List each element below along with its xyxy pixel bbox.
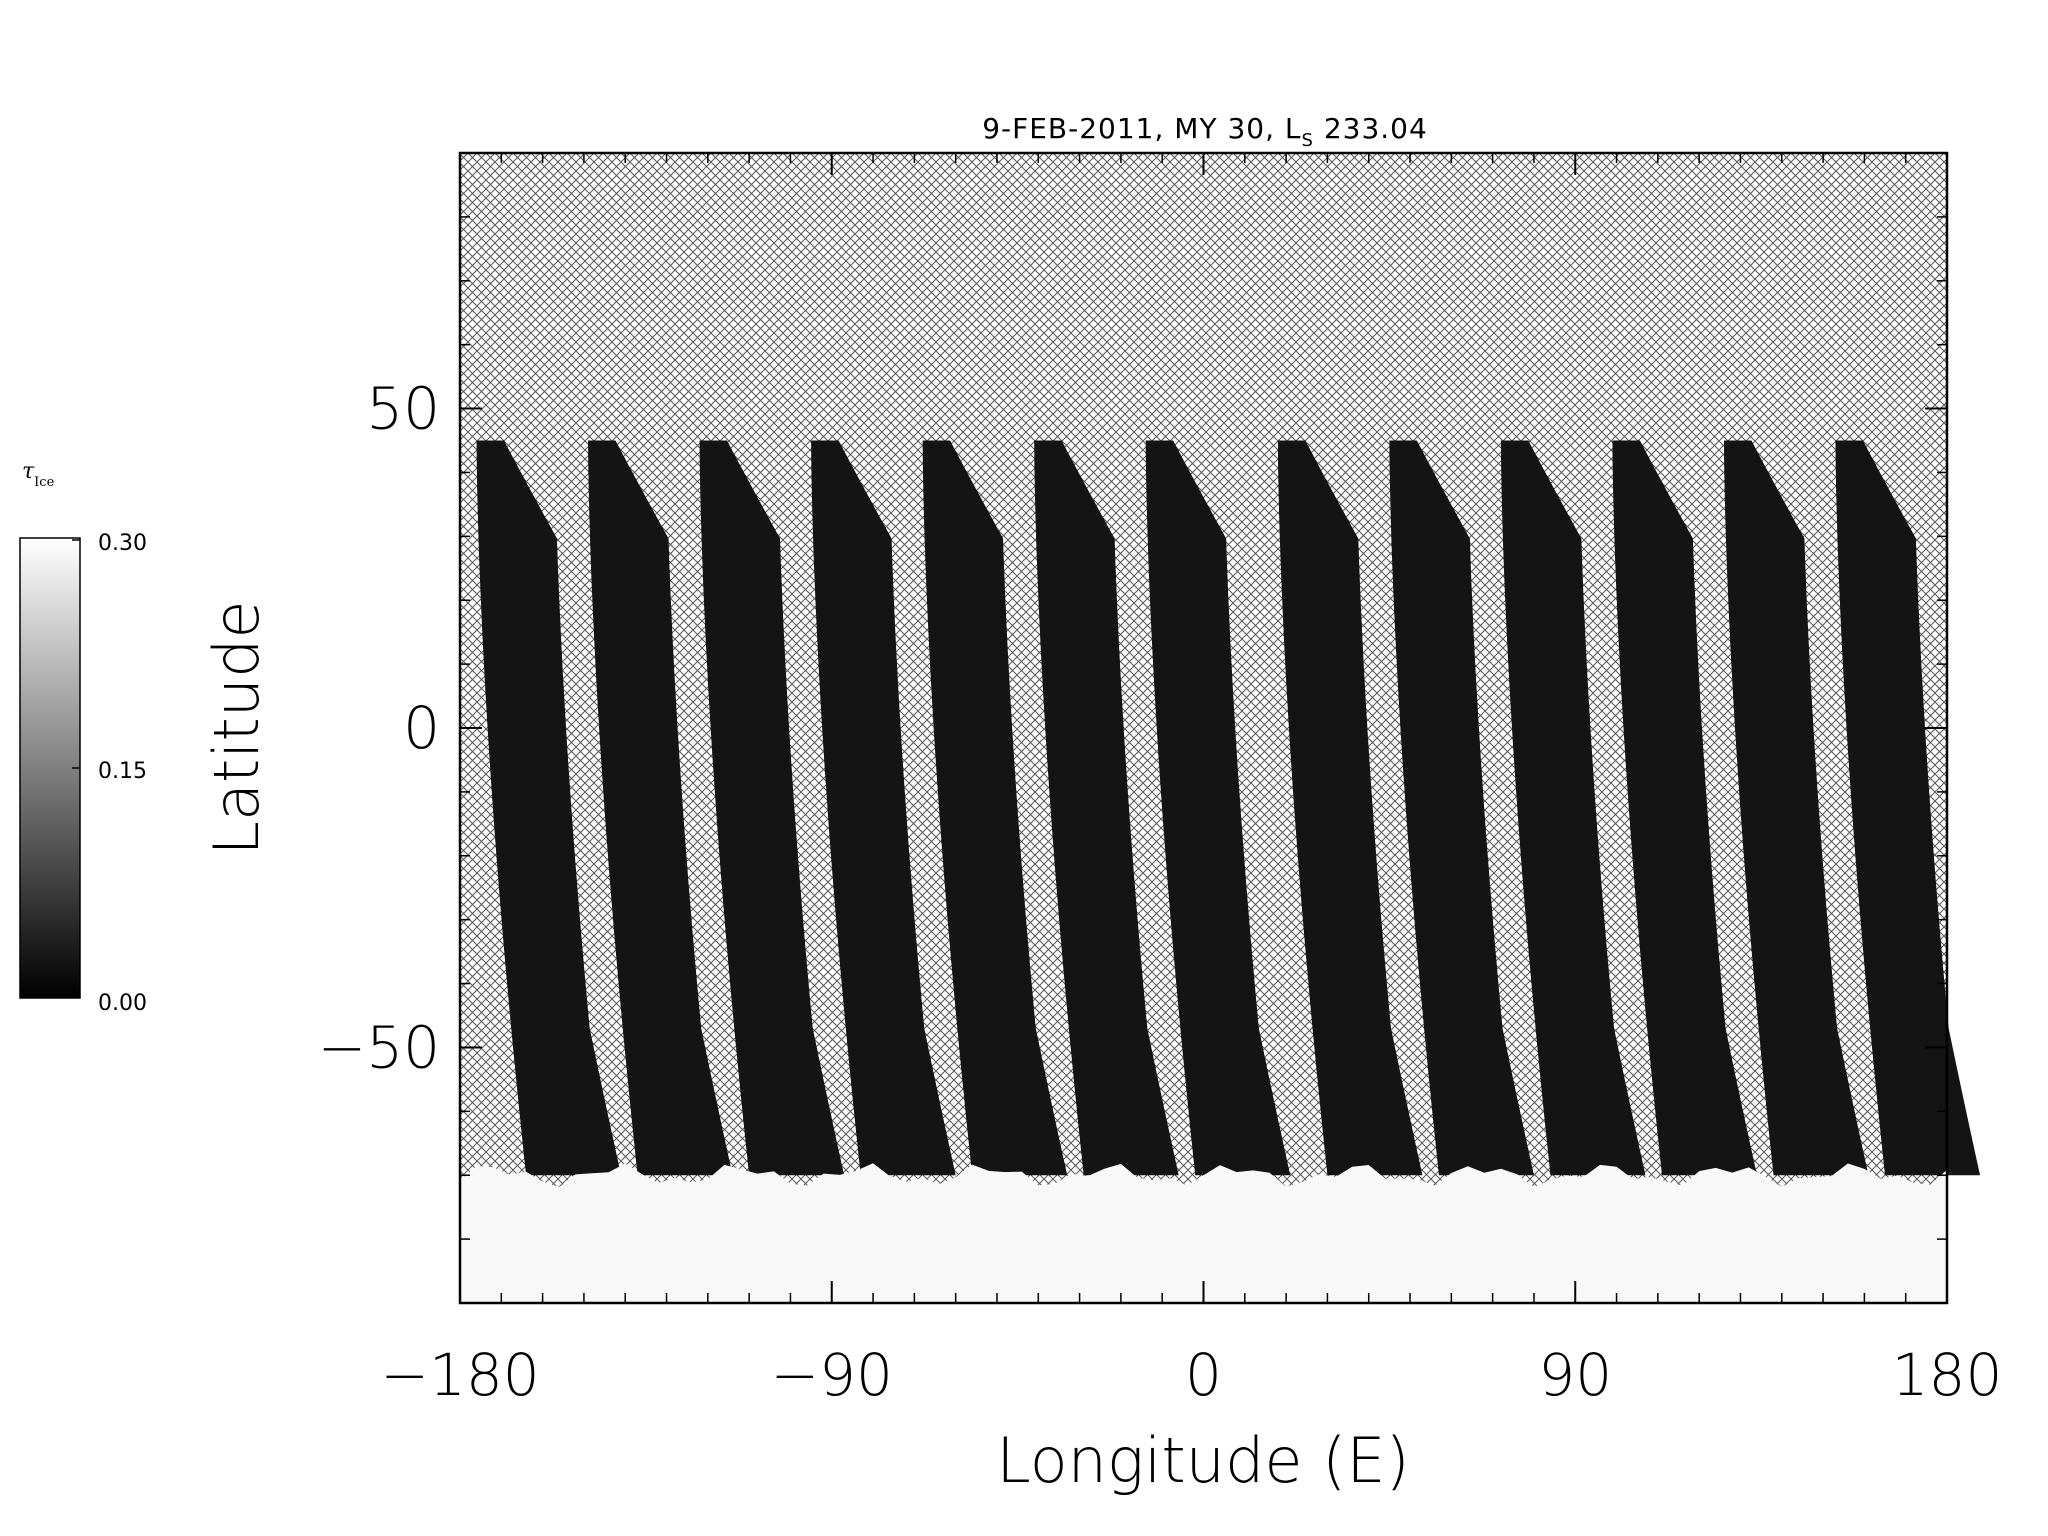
colorbar-label-min: 0.00: [98, 991, 147, 1016]
x-axis-title: Longitude (E): [996, 1424, 1409, 1497]
colorbar-title-symbol: τ: [22, 459, 35, 484]
swath-13: [1835, 440, 1981, 1176]
polar-cap-group: [460, 1163, 1947, 1303]
chart-title-suffix: 233.04: [1313, 112, 1428, 145]
x-tick-label: −90: [771, 1341, 893, 1409]
swath-12: [1723, 440, 1869, 1176]
chart-title-main: 9-FEB-2011, MY 30, L: [982, 112, 1302, 145]
x-tick-label: −180: [380, 1341, 539, 1409]
chart-title-subscript: S: [1301, 130, 1314, 151]
swath-11: [1612, 440, 1757, 1176]
swath-7: [1145, 440, 1291, 1176]
colorbar: [19, 537, 81, 999]
swath-6: [1034, 440, 1179, 1176]
colorbar-title: τIce: [22, 459, 55, 490]
y-tick-label: −50: [318, 1013, 440, 1081]
colorbar-title-subscript: Ice: [34, 475, 54, 490]
colorbar-label-mid: 0.15: [98, 759, 147, 784]
x-tick-group: −180 −90 0 90 180: [380, 153, 2002, 1409]
swath-4: [811, 440, 956, 1176]
swath-2: [588, 440, 733, 1176]
swath-8: [1277, 440, 1423, 1176]
y-axis-title: Latitude: [200, 600, 273, 855]
swath-3: [699, 440, 845, 1176]
x-tick-label: 180: [1892, 1341, 2003, 1409]
x-tick-label: 90: [1538, 1341, 1612, 1409]
chart-title: 9-FEB-2011, MY 30, LS 233.04: [460, 112, 1950, 151]
x-tick-label: 0: [1185, 1341, 1222, 1409]
y-tick-label: 50: [366, 375, 440, 443]
polar-cap: [460, 1163, 1947, 1303]
swath-1: [476, 440, 622, 1176]
colorbar-label-max: 0.30: [98, 531, 147, 556]
swath-5: [922, 440, 1068, 1176]
swath-group: [476, 440, 1981, 1176]
swath-10: [1500, 440, 1646, 1176]
y-tick-label: 0: [403, 694, 440, 762]
swath-9: [1389, 440, 1534, 1176]
y-tick-group: 50 0 −50: [318, 375, 1947, 1081]
